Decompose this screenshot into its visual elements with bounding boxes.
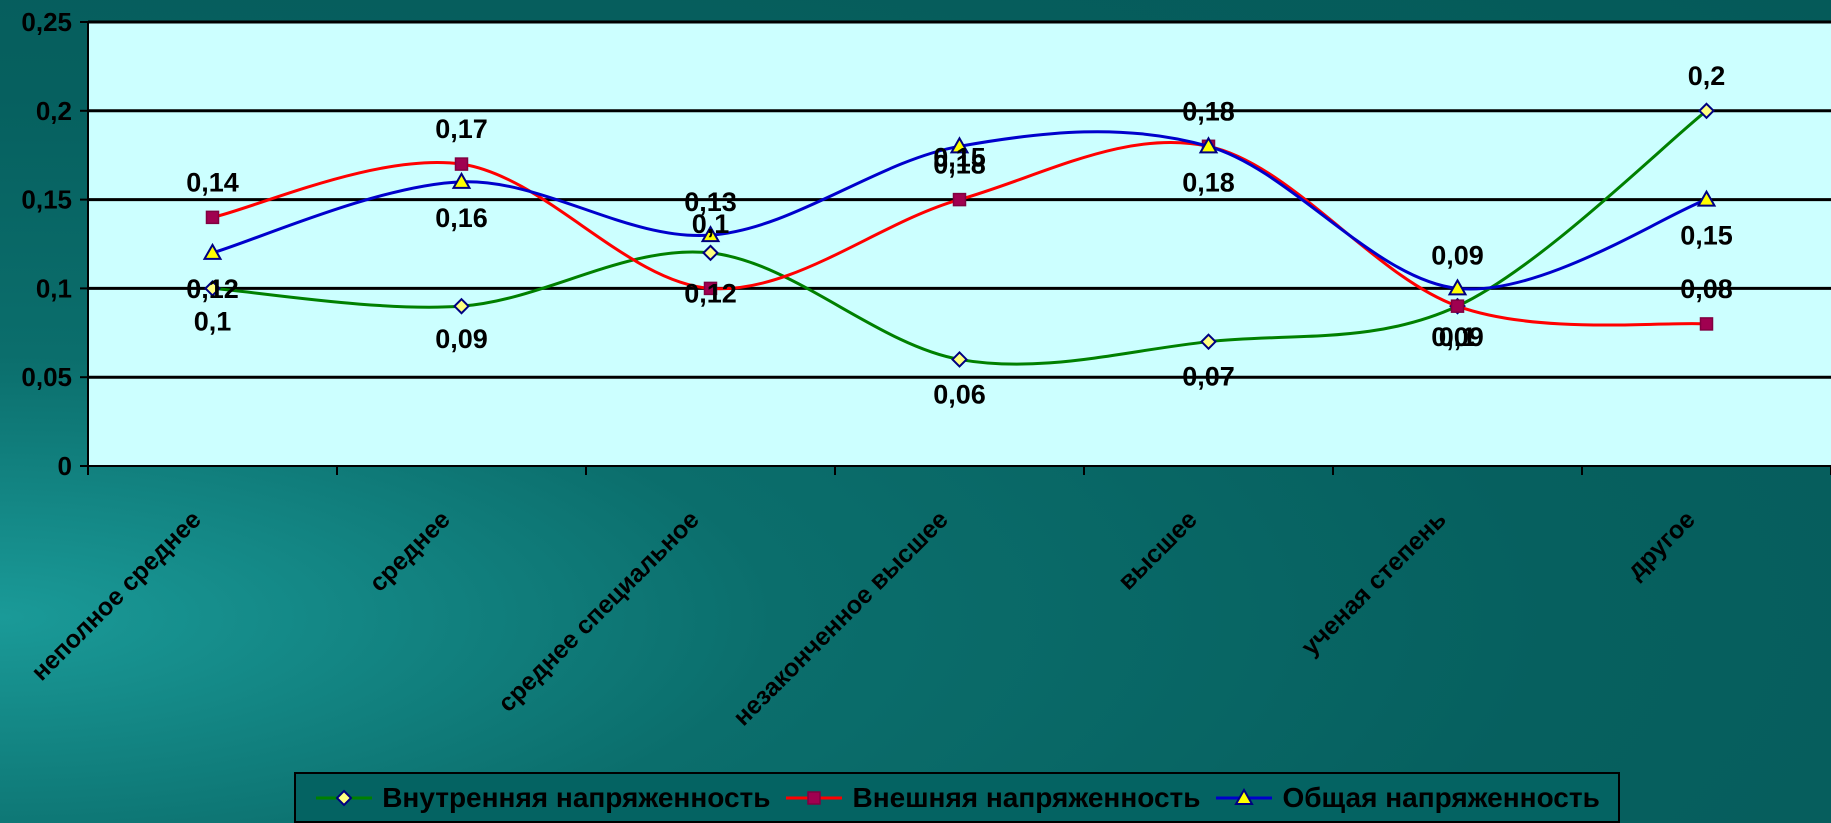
legend-label: Внешняя напряженность <box>852 781 1201 813</box>
y-tick-label: 0,2 <box>36 96 72 126</box>
data-label: 0,16 <box>435 203 488 233</box>
legend-label: Общая напряженность <box>1282 781 1600 813</box>
data-point <box>702 244 719 262</box>
data-label: 0,12 <box>684 278 737 308</box>
plot-area <box>88 22 1831 466</box>
data-point <box>951 351 968 368</box>
data-label: 0,17 <box>435 114 488 144</box>
data-label: 0,12 <box>186 274 239 304</box>
x-category-label: неполное среднее <box>26 505 207 686</box>
x-category-label: среднее специальное <box>493 505 705 717</box>
data-point <box>1450 299 1465 313</box>
data-point <box>205 210 220 225</box>
x-category-label: другое <box>1622 505 1701 584</box>
data-point <box>1696 189 1717 207</box>
data-label: 0,2 <box>1688 61 1726 91</box>
y-tick-label: 0,1 <box>36 273 72 303</box>
data-label: 0,14 <box>186 167 239 197</box>
data-label: 0,15 <box>1680 221 1733 251</box>
y-tick-label: 0,25 <box>21 7 72 37</box>
data-point <box>1200 333 1217 351</box>
data-point <box>202 242 223 260</box>
x-category-label: ученая степень <box>1296 505 1452 661</box>
x-category-label: высшее <box>1113 505 1203 595</box>
data-label: 0,09 <box>435 324 488 354</box>
y-tick-label: 0 <box>58 451 72 481</box>
data-label: 0,18 <box>1182 96 1235 126</box>
data-point <box>1198 136 1219 154</box>
data-labels: 0,10,090,10,060,070,10,20,140,170,120,18… <box>186 61 1733 410</box>
data-label: 0,09 <box>1431 322 1484 352</box>
data-label: 0,18 <box>1182 167 1235 197</box>
data-label: 0,13 <box>684 187 737 217</box>
y-tick-label: 0,15 <box>21 185 72 215</box>
legend: Внутренняя напряженность Внешняя напряжен… <box>294 772 1620 823</box>
y-tick-label: 0,05 <box>21 362 72 392</box>
legend-marker <box>1234 787 1255 805</box>
legend-swatch <box>316 789 373 806</box>
data-label: 0,15 <box>933 142 986 172</box>
data-point <box>1699 317 1714 331</box>
series-group <box>202 102 1717 368</box>
data-point <box>952 192 967 207</box>
data-label: 0,1 <box>1439 322 1477 352</box>
data-point <box>1447 278 1468 296</box>
x-category-label: незаконченное высшее <box>728 505 954 731</box>
data-label: 0,07 <box>1182 362 1235 392</box>
data-point <box>1698 102 1715 120</box>
legend-swatch <box>786 790 843 805</box>
legend-item: Внешняя напряженность <box>784 782 1200 814</box>
series-3 <box>202 130 1717 296</box>
legend-swatch <box>1216 787 1273 805</box>
legend-marker <box>335 789 353 806</box>
data-point <box>703 281 718 296</box>
data-point <box>700 225 721 243</box>
data-point <box>949 136 970 154</box>
legend-label: Внутренняя напряженность <box>382 781 771 813</box>
legend-marker <box>807 790 822 805</box>
data-label: 0,18 <box>933 150 986 180</box>
legend-item: Внутренняя напряженность <box>314 782 770 814</box>
legend-item: Общая напряженность <box>1214 781 1600 814</box>
x-category-label: среднее <box>364 505 456 597</box>
data-label: 0,06 <box>933 379 986 409</box>
data-label: 0,08 <box>1680 274 1733 304</box>
data-point <box>454 157 469 171</box>
data-point <box>204 279 221 297</box>
data-point <box>453 297 470 315</box>
data-label: 0,09 <box>1431 240 1484 270</box>
data-label: 0,1 <box>194 306 232 336</box>
data-point <box>451 171 472 189</box>
data-label: 0,1 <box>692 209 730 239</box>
